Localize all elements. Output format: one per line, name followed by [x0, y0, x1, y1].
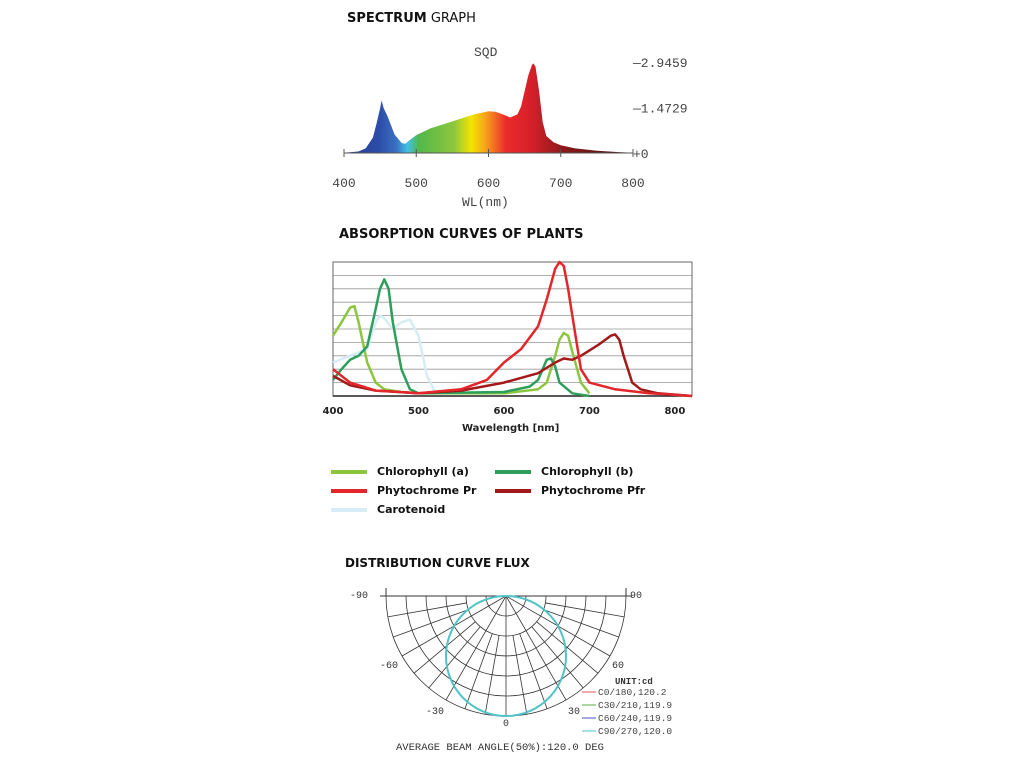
legend-swatch: [331, 507, 367, 512]
polar-spoke: [484, 635, 500, 715]
legend-item: Chlorophyll (a): [331, 465, 469, 478]
legend-label: Chlorophyll (a): [377, 465, 469, 478]
polar-angle-label: -90: [350, 591, 368, 602]
polar-spoke: [536, 621, 599, 674]
legend-label: Carotenoid: [377, 503, 446, 516]
spectrum-series-label: SQD: [474, 45, 498, 60]
spectrum-title-rest: GRAPH: [426, 11, 476, 26]
absorption-xlabel: Wavelength [nm]: [462, 423, 560, 434]
polar-angle-label: 30: [568, 707, 580, 718]
spectrum-y-tick-label: —2.9459: [632, 56, 688, 71]
polar-spoke: [445, 595, 507, 701]
polar-spoke: [387, 602, 467, 618]
polar-legend-label: C0/180,120.2: [598, 687, 667, 698]
spectrum-area: [344, 63, 633, 153]
absorption-series-phytochrome-pr: [332, 260, 693, 398]
spectrum-y-tick-label: +0: [633, 147, 649, 162]
polar-angle-label: 60: [612, 661, 624, 672]
polar-spoke: [543, 609, 619, 638]
spectrum-x-tick-label: 800: [621, 176, 644, 191]
legend-item: Phytochrome Pr: [331, 484, 476, 497]
legend-item: Chlorophyll (b): [495, 465, 633, 478]
polar-footer: AVERAGE BEAM ANGLE(50%):120.0 DEG: [396, 742, 604, 754]
absorption-x-tick-label: 500: [408, 406, 429, 417]
spectrum-x-tick-label: 500: [405, 176, 428, 191]
polar-legend-label: C90/270,120.0: [598, 726, 672, 737]
legend-swatch: [331, 488, 367, 493]
legend-label: Phytochrome Pr: [377, 484, 477, 497]
spectrum-title: SPECTRUM GRAPH: [347, 11, 476, 26]
absorption-series-phytochrome-pfr: [332, 333, 693, 398]
spectrum-xlabel: WL(nm): [462, 195, 509, 210]
polar-spoke: [531, 626, 584, 689]
legend-item: Carotenoid: [331, 503, 445, 516]
absorption-title: ABSORPTION CURVES OF PLANTS: [339, 227, 584, 242]
spectrum-x-tick-label: 400: [332, 176, 355, 191]
legend-label: Chlorophyll (b): [541, 465, 634, 478]
polar-angle-label: 0: [503, 719, 509, 730]
polar-angle-label: -30: [426, 707, 444, 718]
absorption-x-tick-label: 600: [494, 406, 515, 417]
absorption-x-tick-label: 400: [323, 406, 344, 417]
polar-legend-label: C30/210,119.9: [598, 700, 672, 711]
spectrum-chart: 400 500 600 700 800 +0 —1.4729 —2.9459: [332, 56, 687, 191]
absorption-x-tick-label: 700: [579, 406, 600, 417]
spectrum-x-tick-label: 700: [549, 176, 572, 191]
polar-spoke: [464, 633, 493, 709]
polar-spoke: [428, 626, 481, 689]
polar-spoke: [505, 595, 567, 701]
absorption-chart: 400 500 600 700 800: [323, 260, 693, 417]
polar-angle-label: -60: [380, 661, 398, 672]
polar-legend-label: C60/240,119.9: [598, 713, 672, 724]
polar-unit-label: UNIT:cd: [615, 677, 653, 687]
spectrum-title-bold: SPECTRUM: [347, 11, 427, 26]
polar-spoke: [512, 635, 528, 715]
polar-intensity-curve: [444, 595, 568, 718]
polar-spoke: [413, 621, 476, 674]
legend-label: Phytochrome Pfr: [541, 484, 646, 497]
polar-angle-label: 90: [630, 591, 642, 602]
absorption-x-tick-label: 800: [664, 406, 685, 417]
legend-swatch: [331, 469, 367, 474]
legend-swatch: [495, 469, 531, 474]
legend-item: Phytochrome Pfr: [495, 484, 645, 497]
polar-spoke: [545, 602, 625, 618]
spectrum-x-tick-label: 600: [477, 176, 500, 191]
legend-swatch: [495, 488, 531, 493]
polar-title: DISTRIBUTION CURVE FLUX: [345, 556, 530, 570]
polar-spoke: [519, 633, 548, 709]
absorption-series-chlorophyll-a-: [331, 304, 591, 395]
polar-spoke: [393, 609, 469, 638]
spectrum-y-tick-label: —1.4729: [632, 102, 688, 117]
